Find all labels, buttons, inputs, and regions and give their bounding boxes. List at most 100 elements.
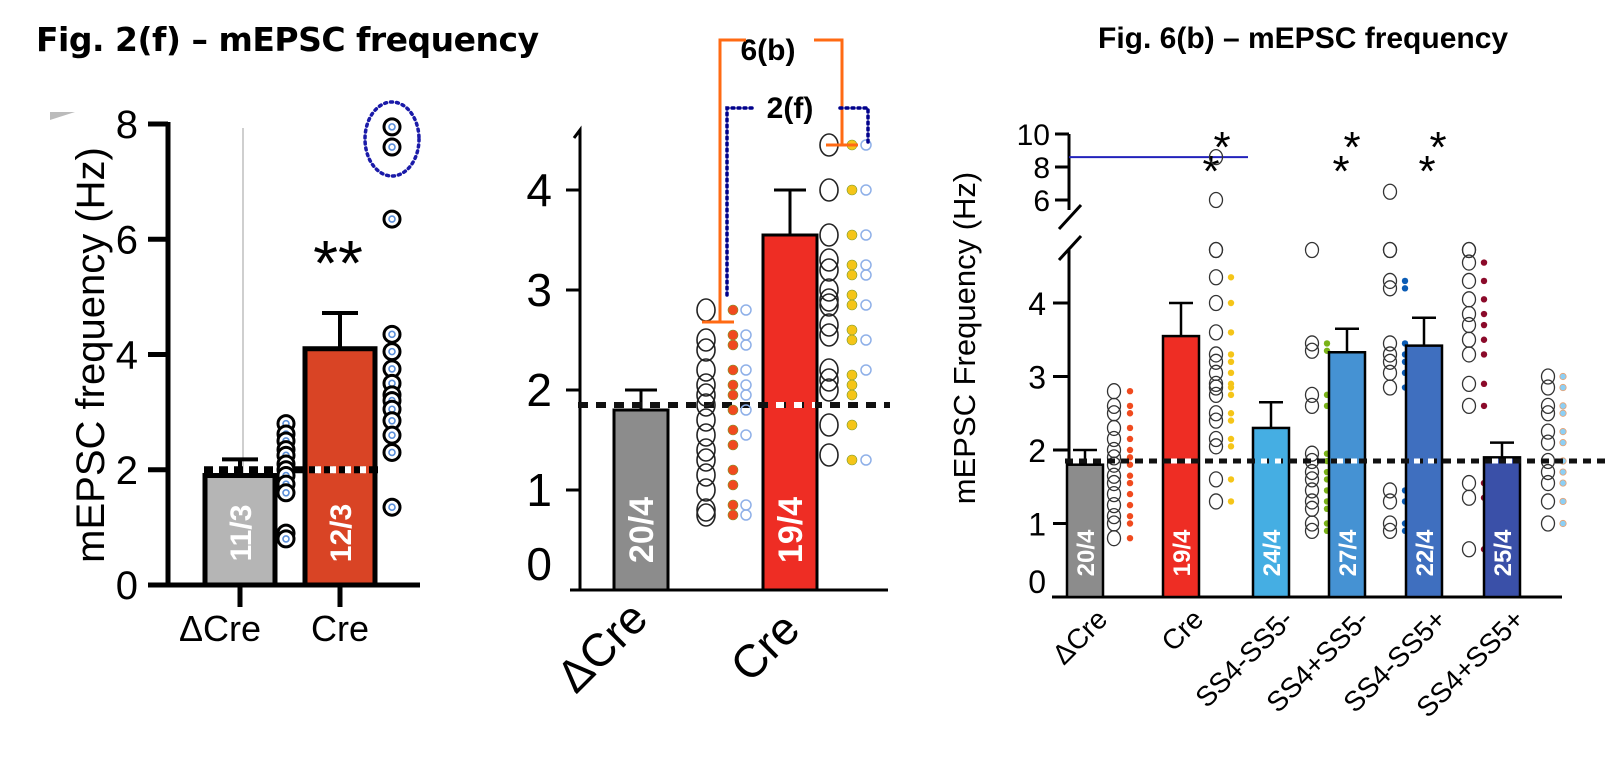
data-point-open bbox=[819, 368, 839, 392]
y-tick-label: 4 bbox=[116, 334, 138, 378]
data-point-open bbox=[1461, 489, 1477, 506]
data-point-6b bbox=[846, 379, 858, 391]
data-point-6b bbox=[846, 299, 858, 311]
data-point-open bbox=[1208, 148, 1224, 166]
data-point-6b bbox=[846, 269, 858, 281]
bar-3 bbox=[1327, 350, 1367, 599]
data-point-open bbox=[696, 438, 716, 462]
data-point-filled bbox=[1227, 299, 1235, 307]
data-point-6b bbox=[846, 229, 858, 241]
data-point-open bbox=[1461, 305, 1477, 323]
data-point-6b bbox=[846, 454, 858, 466]
bar-n-label: 27/4 bbox=[1335, 529, 1362, 576]
data-point-6b bbox=[846, 259, 858, 271]
data-point-open bbox=[1382, 515, 1398, 532]
data-point-filled bbox=[1227, 329, 1235, 336]
data-point-open bbox=[1540, 515, 1556, 532]
data-point-open bbox=[819, 288, 839, 312]
data-point-inner bbox=[388, 123, 396, 131]
y-tick-label: 2 bbox=[526, 364, 552, 416]
data-point bbox=[382, 209, 402, 229]
data-point-open bbox=[1382, 335, 1398, 352]
data-point-filled bbox=[1401, 277, 1409, 285]
data-point-2f bbox=[860, 364, 872, 376]
figure-title-right: Fig. 6(b) – mEPSC frequency bbox=[1098, 22, 1509, 55]
bar-0 bbox=[202, 473, 278, 588]
data-point-2f bbox=[860, 139, 872, 151]
data-point-2f bbox=[860, 259, 872, 271]
data-point-inner bbox=[388, 365, 396, 373]
data-point-open bbox=[1106, 508, 1122, 525]
data-point-filled bbox=[1126, 410, 1134, 417]
data-point-filled bbox=[1126, 388, 1134, 395]
data-point-6b bbox=[727, 499, 739, 511]
data-point-filled bbox=[1559, 497, 1567, 506]
y-tick-label: 8 bbox=[116, 103, 138, 147]
data-point-open bbox=[819, 293, 839, 317]
data-point-open bbox=[1208, 471, 1224, 488]
data-point-6b bbox=[727, 509, 739, 521]
data-point-open bbox=[1540, 434, 1556, 451]
data-point-open bbox=[819, 223, 839, 247]
data-point-open bbox=[696, 408, 716, 432]
data-point-filled bbox=[1559, 479, 1567, 487]
data-point-filled bbox=[1480, 296, 1488, 303]
data-point-open bbox=[1540, 368, 1556, 385]
data-point-open bbox=[1208, 324, 1224, 341]
significance-marker: ** bbox=[313, 227, 363, 299]
data-point-open bbox=[1208, 346, 1224, 363]
data-point-open bbox=[696, 498, 716, 522]
y-tick-label-upper: 6 bbox=[1033, 185, 1050, 218]
data-point-open bbox=[819, 278, 839, 302]
data-point-filled bbox=[1227, 351, 1235, 358]
data-point-open bbox=[1540, 493, 1556, 510]
data-point-filled bbox=[1126, 435, 1134, 443]
bar-0 bbox=[1065, 463, 1105, 599]
outlier-highlight-ellipse bbox=[363, 100, 421, 178]
data-point-open bbox=[1540, 463, 1556, 481]
bar-1 bbox=[1161, 334, 1201, 599]
data-point-open bbox=[696, 338, 716, 362]
data-point-inner bbox=[388, 503, 396, 512]
data-point-open bbox=[1208, 430, 1224, 448]
x-tick-label: ΔCre bbox=[179, 608, 261, 649]
data-point-6b bbox=[727, 389, 739, 401]
data-point-2f bbox=[860, 299, 872, 311]
data-point-open bbox=[1540, 379, 1556, 396]
data-point-open bbox=[819, 443, 839, 467]
y-tick-label: 0 bbox=[116, 564, 138, 608]
data-point bbox=[382, 324, 402, 344]
data-point-open bbox=[696, 503, 716, 527]
data-point-filled bbox=[1480, 380, 1488, 388]
bar-n-label: 20/4 bbox=[1073, 529, 1100, 576]
significance-marker: * bbox=[1202, 147, 1219, 196]
data-point-open bbox=[1304, 241, 1320, 259]
data-point-filled bbox=[1480, 336, 1488, 343]
data-point-open bbox=[1208, 191, 1224, 209]
data-point-6b bbox=[846, 389, 858, 401]
data-point-6b bbox=[727, 464, 739, 476]
data-point-filled bbox=[1323, 340, 1331, 347]
axis-break-lower bbox=[1057, 234, 1083, 262]
data-point-6b bbox=[727, 439, 739, 451]
data-point-open bbox=[1304, 445, 1320, 462]
data-point-open bbox=[1304, 482, 1320, 499]
data-point-open bbox=[1208, 493, 1224, 510]
data-point-open bbox=[1461, 541, 1477, 558]
data-point-open bbox=[1382, 272, 1398, 290]
data-point-filled bbox=[1559, 372, 1567, 381]
bar-5 bbox=[1482, 456, 1522, 599]
data-point-inner bbox=[282, 488, 290, 497]
data-point-open bbox=[696, 463, 716, 487]
y-tick-label: 0 bbox=[526, 538, 552, 590]
data-point-open bbox=[1304, 522, 1320, 539]
data-point-filled bbox=[1227, 435, 1235, 443]
data-point-6b bbox=[727, 329, 739, 341]
bar-n-label: 12/3 bbox=[325, 504, 358, 562]
data-point-2f bbox=[740, 404, 752, 416]
data-point-open bbox=[1382, 522, 1398, 539]
y-tick-label: 2 bbox=[1028, 433, 1046, 469]
data-point-filled bbox=[1126, 402, 1134, 410]
bar-n-label: 19/4 bbox=[772, 497, 810, 563]
